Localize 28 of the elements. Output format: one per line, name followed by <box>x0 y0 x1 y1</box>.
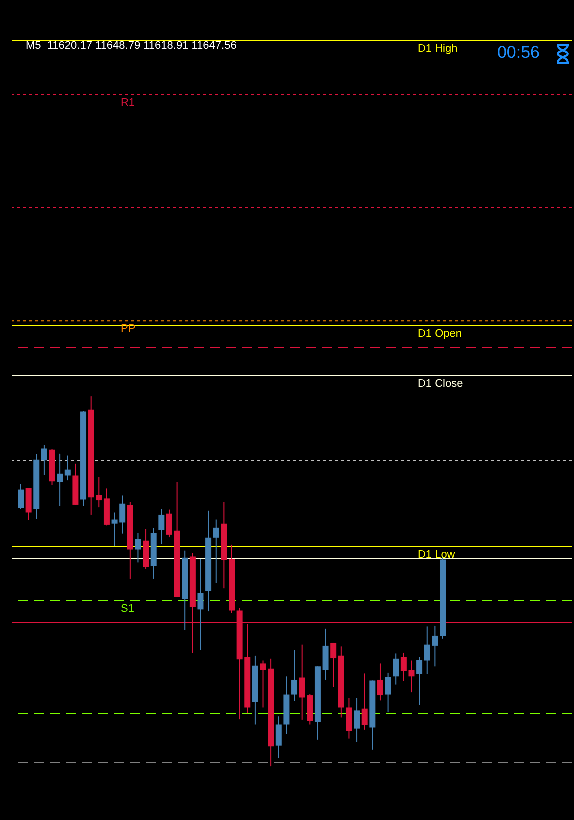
candlestick <box>158 508 165 545</box>
candlestick <box>393 653 400 686</box>
candlestick <box>198 558 204 651</box>
candlestick <box>57 453 64 507</box>
candlestick <box>18 484 24 510</box>
chart-title: M5 11620.17 11648.79 11618.91 11647.56 <box>26 40 237 52</box>
candlestick <box>292 650 298 702</box>
ref-line-label: D1 High <box>418 43 458 55</box>
candlestick <box>166 509 172 538</box>
candlestick <box>362 673 368 730</box>
candlestick <box>346 698 352 740</box>
ref-line-label: D1 Low <box>418 548 456 561</box>
ref-line-label: R1 <box>121 97 136 110</box>
candlestick <box>213 519 220 584</box>
candlestick <box>41 444 48 476</box>
text: 00:56 <box>497 43 540 63</box>
ref-line-label: S1 <box>121 602 134 615</box>
candlestick <box>385 672 392 714</box>
candlestick <box>416 656 423 706</box>
candlestick <box>330 642 337 688</box>
ref-line-label: D1 Close <box>418 378 464 390</box>
candlestick <box>377 663 384 702</box>
candlestick <box>64 455 71 482</box>
candlestick <box>135 532 142 564</box>
ref-line-label: D1 Open <box>418 328 462 340</box>
ref-line-label: PP <box>121 323 136 336</box>
candlestick <box>276 716 282 759</box>
candlestick <box>354 698 360 744</box>
